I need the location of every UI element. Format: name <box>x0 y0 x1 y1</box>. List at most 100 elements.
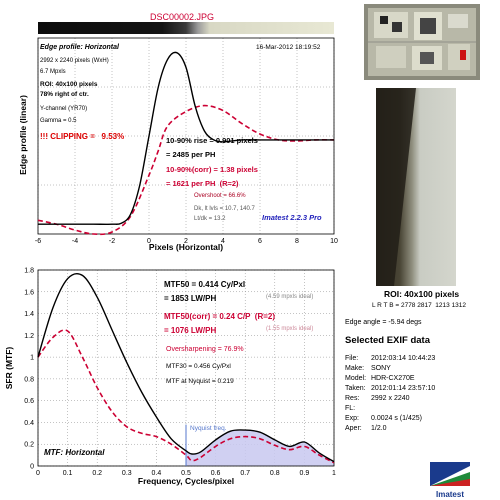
mtf-x-tick-label: 0.2 <box>92 470 102 477</box>
exif-value: 2012:03:14 10:44:23 <box>371 355 436 362</box>
exif-row: Make: SONY <box>345 364 495 374</box>
edge-x-tick-label: 10 <box>330 238 338 245</box>
imatest-logo: Imatest <box>430 462 470 499</box>
edge-clipping: !!! CLIPPING = 9.53% <box>40 132 125 141</box>
imatest-logo-text: Imatest <box>435 490 464 499</box>
edge-rise: 10-90% rise = 0.901 pixels <box>166 136 258 145</box>
mtf-measured-curve <box>37 273 335 463</box>
mtf50: MTF50 = 0.414 Cy/Pxl <box>164 280 246 289</box>
mtf-at-nyquist: MTF at Nyquist = 0.219 <box>166 378 234 385</box>
edge-corrected-curve <box>37 104 335 236</box>
edge-rise-corr-ph: = 1621 per PH (R=2) <box>166 179 239 188</box>
exif-value: 0.0024 s (1/425) <box>371 415 422 422</box>
mtf-x-tick-label: 1 <box>332 470 336 477</box>
edge-channel: Y-channel (YR70) <box>40 106 88 112</box>
mtf50-corr-lw: = 1076 LW/PH <box>164 326 217 335</box>
edge-x-axis-label: Pixels (Horizontal) <box>149 242 223 252</box>
edge-chart-heading: Edge profile: Horizontal <box>40 44 119 51</box>
mtf-x-tick-label: 0.8 <box>270 470 280 477</box>
exif-key: FL: <box>345 405 356 412</box>
edge-x-tick-label: 6 <box>258 238 262 245</box>
edge-x-tick-label: 4 <box>221 238 225 245</box>
roi-lrtb: L R T B = 2778 2817 1213 1312 <box>372 302 467 309</box>
mtf50-corr: MTF50(corr) = 0.24 C/P (R=2) <box>164 312 275 321</box>
edge-dk-lt-levels: Dk, lt lvls = 10.7, 140.7 <box>194 206 255 212</box>
edge-x-tick-label: 0 <box>147 238 151 245</box>
mtf-x-tick-label: 0.7 <box>240 470 250 477</box>
edge-overshoot: Overshoot = 66.6% <box>194 193 246 199</box>
mtf30: MTF30 = 0.456 Cy/Pxl <box>166 363 231 370</box>
mtf-y-tick-label: 1 <box>30 355 34 362</box>
mtf-corrected-curve <box>37 329 335 464</box>
edge-pixels: 2992 x 2240 pixels (WxH) <box>40 58 109 64</box>
mtf-beyond-nyquist-fill <box>186 429 334 466</box>
edge-x-tick-label: 8 <box>295 238 299 245</box>
edge-gamma: Gamma = 0.5 <box>40 118 77 124</box>
exif-key: Res: <box>345 395 360 402</box>
edge-image-strip <box>38 22 334 34</box>
oversharpening: Oversharpening = 76.9% <box>166 346 244 353</box>
mtf-y-tick-label: 0.6 <box>24 398 34 405</box>
exif-row: Res: 2992 x 2240 <box>345 394 495 404</box>
edge-x-tick-label: -6 <box>35 238 41 245</box>
edge-roi-position: 78% right of ctr. <box>40 91 89 98</box>
edge-mpxls: 6.7 Mpxls <box>40 69 66 75</box>
mtf-x-tick-label: 0.6 <box>211 470 221 477</box>
exif-value: 2992 x 2240 <box>371 395 410 402</box>
exif-key: Model: <box>345 375 367 382</box>
exif-key: Taken: <box>345 385 366 392</box>
edge-measured-curve <box>37 51 334 225</box>
mtf-x-tick-label: 0.3 <box>122 470 132 477</box>
nyquist-label: Nyquist freq. <box>190 425 227 432</box>
exif-row: Aper: 1/2.0 <box>345 424 495 434</box>
edge-y-axis-label: Edge profile (linear) <box>18 95 28 175</box>
exif-key: File: <box>345 355 359 362</box>
edge-rise-ph: = 2485 per PH <box>166 150 216 159</box>
exif-panel: Selected EXIF data File: 2012:03:14 10:44… <box>345 336 495 434</box>
mtf50-corr-ideal: (1.55 mpxls ideal) <box>266 326 314 332</box>
exif-value: HDR-CX270E <box>371 375 415 382</box>
mtf-y-tick-label: 0.8 <box>24 376 34 383</box>
exif-key: Exp: <box>345 415 360 422</box>
edge-date: 16-Mar-2012 18:19:52 <box>256 44 321 51</box>
mtf-x-tick-label: 0 <box>36 470 40 477</box>
roi-label: ROI: 40x100 pixels <box>384 289 460 299</box>
exif-value: 2012:01:14 23:57:10 <box>371 385 436 392</box>
exif-key: Make: <box>345 365 365 372</box>
test-chart-thumbnail <box>364 4 480 80</box>
mtf-y-tick-label: 1.2 <box>24 333 34 340</box>
edge-x-tick-label: -2 <box>109 238 115 245</box>
edge-roi: ROI: 40x100 pixels <box>40 81 98 88</box>
edge-x-tick-label: -4 <box>72 238 78 245</box>
exif-value: 1/2.0 <box>371 425 387 432</box>
exif-row: Model: HDR-CX270E <box>345 374 495 384</box>
imatest-logo-icon <box>430 462 470 486</box>
mtf-y-tick-label: 1.8 <box>24 268 34 275</box>
exif-row: FL: <box>345 404 495 414</box>
mtf50-lw: = 1853 LW/PH <box>164 294 217 303</box>
exif-title: Selected EXIF data <box>345 335 431 346</box>
exif-row: File: 2012:03:14 10:44:23 <box>345 354 495 364</box>
exif-value: SONY <box>371 365 391 372</box>
mtf-x-axis-label: Frequency, Cycles/pixel <box>138 476 234 486</box>
mtf-y-tick-label: 0.2 <box>24 442 34 449</box>
mtf-y-tick-label: 0.4 <box>24 420 34 427</box>
exif-row: Taken: 2012:01:14 23:57:10 <box>345 384 495 394</box>
exif-row: Exp: 0.0024 s (1/425) <box>345 414 495 424</box>
exif-key: Aper: <box>345 425 362 432</box>
mtf-y-tick-label: 0 <box>30 464 34 471</box>
roi-crop-image <box>376 88 456 286</box>
edge-rise-corr: 10-90%(corr) = 1.38 pixels <box>166 165 258 174</box>
mtf-y-tick-label: 1.6 <box>24 289 34 296</box>
edge-lt-dk: Lt/dk = 13.2 <box>194 216 226 222</box>
edge-angle: Edge angle = -5.94 degs <box>345 319 422 326</box>
mtf-y-tick-label: 1.4 <box>24 311 34 318</box>
mtf-y-axis-label: SFR (MTF) <box>4 347 14 390</box>
mtf-x-tick-label: 0.4 <box>152 470 162 477</box>
file-name: DSC00002.JPG <box>150 12 215 22</box>
mtf-chart-heading: MTF: Horizontal <box>44 448 105 457</box>
imatest-version: Imatest 2.2.3 Pro <box>262 213 322 222</box>
edge-x-tick-label: 2 <box>184 238 188 245</box>
